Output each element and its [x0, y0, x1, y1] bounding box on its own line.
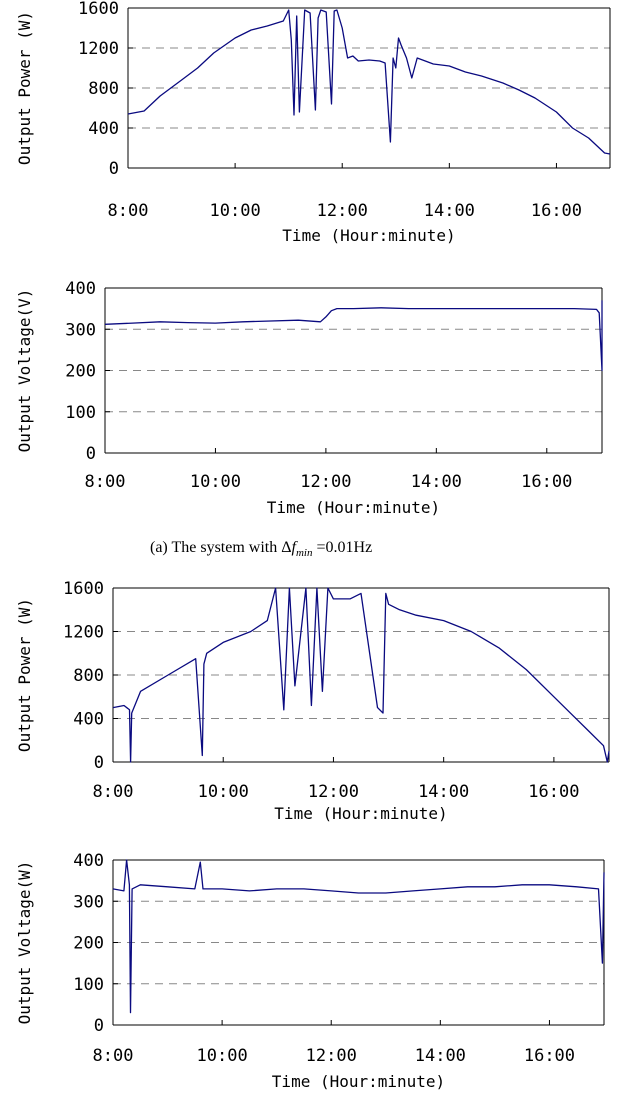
x-tick-label: 10:00 — [197, 1046, 248, 1066]
x-tick-label: 16:00 — [521, 472, 572, 492]
x-tick-label: 10:00 — [198, 782, 249, 802]
x-tick-label: 8:00 — [108, 201, 149, 221]
x-axis-label: Time (Hour:minute) — [274, 804, 447, 823]
x-axis-label: Time (Hour:minute) — [282, 226, 455, 245]
x-tick-label: 8:00 — [85, 472, 126, 492]
y-tick-label: 100 — [73, 975, 104, 995]
x-tick-label: 16:00 — [524, 1046, 575, 1066]
x-tick-label: 12:00 — [317, 201, 368, 221]
x-tick-label: 12:00 — [300, 472, 351, 492]
series-line-1 — [127, 9, 611, 155]
y-tick-label: 400 — [73, 710, 104, 730]
y-tick-label: 1600 — [63, 579, 104, 599]
series-line-1 — [112, 587, 610, 763]
y-tick-label: 300 — [73, 892, 104, 912]
y-tick-label: 0 — [94, 1016, 104, 1036]
x-tick-label: 16:00 — [531, 201, 582, 221]
series-line-1 — [104, 300, 603, 372]
y-tick-label: 400 — [65, 279, 96, 299]
y-axis-label: Output Voltage(V) — [15, 289, 34, 453]
x-tick-label: 10:00 — [210, 201, 261, 221]
x-tick-label: 14:00 — [424, 201, 475, 221]
y-tick-label: 0 — [109, 159, 119, 179]
x-tick-label: 8:00 — [93, 1046, 134, 1066]
y-axis-label: Output Power (W) — [15, 11, 34, 165]
x-tick-label: 16:00 — [528, 782, 579, 802]
x-tick-label: 12:00 — [308, 782, 359, 802]
y-tick-label: 1200 — [63, 623, 104, 643]
x-tick-label: 14:00 — [411, 472, 462, 492]
y-axis-label: Output Voltage(W) — [15, 861, 34, 1025]
x-tick-label: 12:00 — [306, 1046, 357, 1066]
series-line-1 — [112, 859, 605, 1014]
y-tick-label: 300 — [65, 320, 96, 340]
chart-panel-3: 0 400 800 1200 1600 8:00 10:00 12:00 14:00 16:00 T… — [15, 579, 610, 823]
y-tick-label: 400 — [73, 851, 104, 871]
y-tick-label: 100 — [65, 403, 96, 423]
x-tick-label: 8:00 — [93, 782, 134, 802]
y-tick-label: 1600 — [78, 0, 119, 19]
chart-panel-2: 0 100 200 300 400 8:00 10:00 12:00 14:00 16:00 Tim… — [15, 279, 603, 517]
x-tick-label: 10:00 — [190, 472, 241, 492]
y-tick-label: 200 — [65, 362, 96, 382]
y-tick-label: 1200 — [78, 39, 119, 59]
y-tick-label: 200 — [73, 934, 104, 954]
y-tick-label: 800 — [73, 666, 104, 686]
y-tick-label: 400 — [88, 119, 119, 139]
x-axis-label: Time (Hour:minute) — [272, 1072, 445, 1091]
y-axis-label: Output Power (W) — [15, 598, 34, 752]
chart-panel-1: 0 400 800 1200 1600 8:00 10:00 12:00 14:00 16:00 T… — [15, 0, 611, 245]
x-tick-label: 14:00 — [418, 782, 469, 802]
y-tick-label: 0 — [86, 444, 96, 464]
y-tick-label: 0 — [94, 753, 104, 773]
chart-panel-4: 0 100 200 300 400 8:00 10:00 12:00 14:00 16:00 Tim… — [15, 851, 605, 1091]
x-axis-label: Time (Hour:minute) — [267, 498, 440, 517]
x-tick-label: 14:00 — [415, 1046, 466, 1066]
y-tick-label: 800 — [88, 79, 119, 99]
